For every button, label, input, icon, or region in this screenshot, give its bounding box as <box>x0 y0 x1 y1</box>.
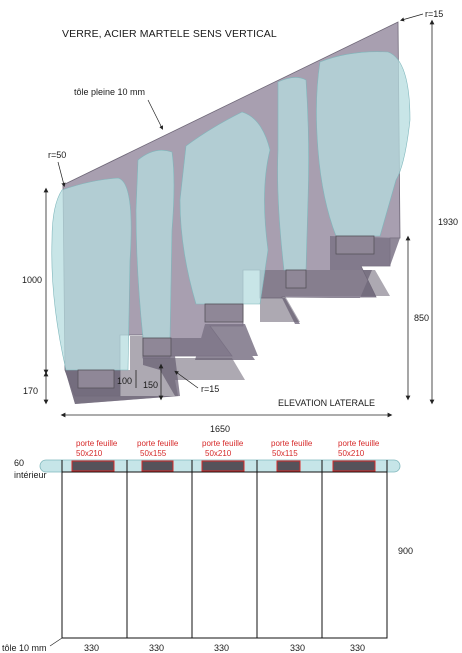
label-tole-pleine: tôle pleine 10 mm <box>74 87 145 97</box>
porte-feuille-5 <box>332 460 376 472</box>
holder-5 <box>335 235 375 255</box>
holder-3 <box>204 303 244 323</box>
glass-panel-2 <box>135 149 175 339</box>
label-elevation: ELEVATION LATERALE <box>278 398 375 408</box>
plan-outline <box>61 471 388 639</box>
width-3: 330 <box>214 643 229 653</box>
dim-100: 100 <box>117 376 132 386</box>
label-r15-bottom: r=15 <box>201 384 219 394</box>
pf-size-1: 50x210 <box>76 449 103 458</box>
glass-panel-3 <box>179 111 271 305</box>
porte-feuille-2 <box>141 460 174 472</box>
porte-feuille-4 <box>276 460 301 472</box>
pf-size-2: 50x155 <box>140 449 167 458</box>
label-r15-top: r=15 <box>425 9 443 19</box>
glass-panel-1 <box>51 177 132 371</box>
step-profile <box>65 270 390 404</box>
dim-170: 170 <box>23 386 38 396</box>
pf-size-3: 50x210 <box>205 449 232 458</box>
pf-label-5: porte feuille <box>338 439 380 448</box>
porte-feuille-1 <box>71 460 115 472</box>
dim-1930: 1930 <box>438 217 458 227</box>
pf-label-3: porte feuille <box>202 439 244 448</box>
pf-size-5: 50x210 <box>338 449 365 458</box>
pf-label-4: porte feuille <box>271 439 313 448</box>
pf-label-2: porte feuille <box>137 439 179 448</box>
label-60: 60 <box>14 458 24 468</box>
leader-r50 <box>57 161 66 188</box>
leader-tole-bottom <box>49 637 63 647</box>
width-4: 330 <box>290 643 305 653</box>
holder-2 <box>142 337 172 357</box>
drawing-title: VERRE, ACIER MARTELE SENS VERTICAL <box>62 28 277 40</box>
glass-panel-4 <box>277 77 309 271</box>
leader-tole <box>147 99 163 130</box>
holder-1 <box>77 369 115 389</box>
dim-900: 900 <box>398 546 413 556</box>
leader-r15-bottom <box>174 370 199 389</box>
label-r50: r=50 <box>48 150 66 160</box>
dim-1000: 1000 <box>22 275 42 285</box>
leader-r15-top <box>399 13 424 22</box>
dim-850: 850 <box>414 313 429 323</box>
pf-size-4: 50x115 <box>272 449 298 458</box>
holder-4 <box>285 269 307 289</box>
porte-feuille-3 <box>201 460 245 472</box>
label-interieur: intérieur <box>14 470 47 480</box>
dim-150: 150 <box>143 380 158 390</box>
width-5: 330 <box>350 643 365 653</box>
pf-label-1: porte feuille <box>76 439 118 448</box>
width-2: 330 <box>149 643 164 653</box>
dim-1650: 1650 <box>210 424 230 434</box>
label-tole-bottom: tôle 10 mm <box>2 643 47 653</box>
width-1: 330 <box>84 643 99 653</box>
glass-panel-5 <box>316 51 411 237</box>
